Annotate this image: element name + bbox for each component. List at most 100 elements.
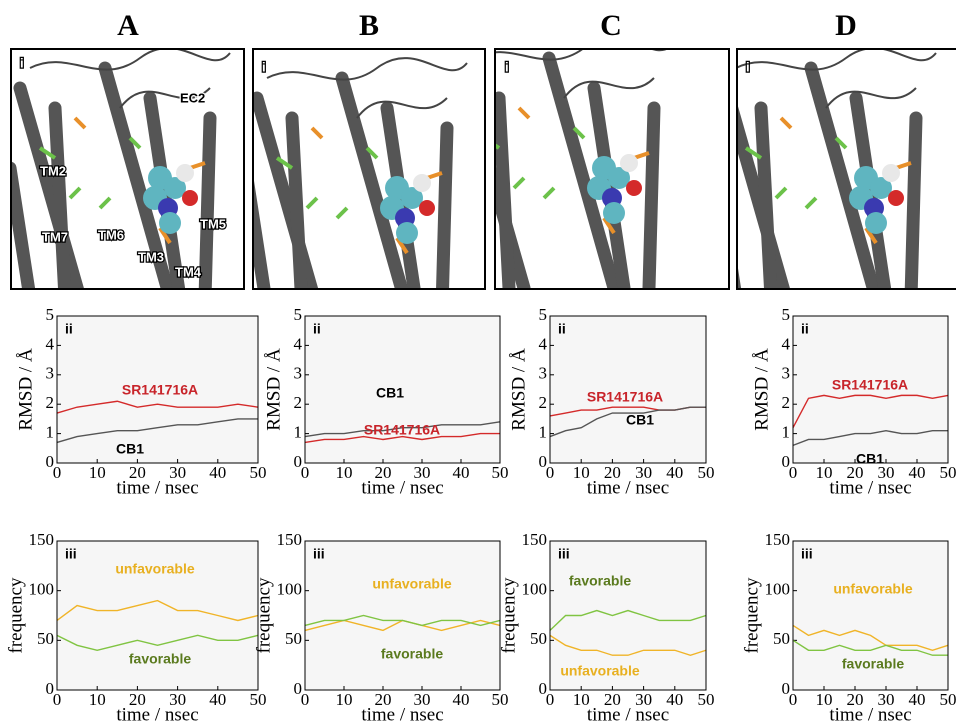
y-tick-label: 3 [539, 364, 548, 383]
series-label: CB1 [116, 441, 144, 457]
y-axis-label: RMSD / Å [508, 348, 529, 431]
series-label: SR141716A [587, 389, 663, 405]
series-line [56, 418, 258, 444]
panel-label: ii [313, 321, 321, 337]
y-tick-label: 2 [294, 393, 303, 412]
x-axis-label: time / nsec [829, 704, 911, 724]
plot-area [57, 541, 258, 690]
panel-label: ii [801, 321, 809, 337]
image-label: i [262, 59, 266, 74]
series-line [56, 599, 259, 622]
x-tick-label: 0 [301, 690, 310, 709]
x-tick-label: 10 [573, 690, 590, 709]
y-tick-label: 50 [773, 629, 790, 648]
series-line [304, 432, 500, 444]
x-tick-label: 50 [492, 690, 509, 709]
plot-area [57, 316, 258, 463]
plot-area [305, 541, 500, 690]
x-tick-label: 20 [129, 463, 146, 482]
x-tick-label: 0 [546, 690, 555, 709]
image-label: i [20, 55, 24, 70]
y-tick-label: 1 [46, 423, 55, 442]
annotation: TM6 [98, 227, 124, 242]
y-tick-label: 4 [782, 334, 791, 353]
plot-area [305, 316, 500, 463]
x-tick-label: 20 [129, 690, 146, 709]
y-axis-label: RMSD / Å [751, 348, 772, 431]
y-tick-label: 0 [539, 452, 548, 471]
x-tick-label: 40 [209, 690, 226, 709]
annotation: TM2 [40, 163, 66, 178]
x-tick-label: 30 [414, 463, 431, 482]
x-tick-label: 30 [878, 463, 895, 482]
x-tick-label: 50 [250, 463, 267, 482]
x-tick-label: 10 [336, 463, 353, 482]
series-label: favorable [129, 651, 191, 667]
x-tick-label: 20 [375, 690, 392, 709]
image-label: i [746, 59, 750, 74]
y-tick-label: 2 [782, 393, 791, 412]
y-tick-label: 3 [46, 364, 55, 383]
series-label: unfavorable [560, 663, 640, 679]
series-label: SR141716A [364, 422, 440, 438]
series-line [792, 429, 948, 447]
y-tick-label: 150 [277, 530, 303, 549]
x-axis-label: time / nsec [829, 477, 911, 498]
series-line [56, 634, 259, 651]
x-tick-label: 40 [909, 463, 926, 482]
x-tick-label: 40 [453, 690, 470, 709]
panel-label: iii [313, 546, 325, 562]
series-line [792, 624, 949, 652]
x-tick-label: 40 [666, 463, 683, 482]
x-tick-label: 10 [336, 690, 353, 709]
x-tick-label: 40 [666, 690, 683, 709]
y-tick-label: 150 [522, 530, 548, 549]
structure-image [494, 48, 730, 290]
plot-area [793, 541, 948, 690]
plot-frame [792, 315, 949, 464]
annotation: TM4 [175, 264, 202, 279]
y-tick-label: 5 [46, 305, 55, 324]
x-tick-label: 30 [635, 463, 652, 482]
series-label: unfavorable [833, 581, 913, 597]
x-tick-label: 50 [492, 463, 509, 482]
plot-frame [549, 315, 707, 464]
structure-image [252, 48, 486, 290]
x-tick-label: 0 [546, 463, 555, 482]
x-tick-label: 30 [414, 690, 431, 709]
structure-image [10, 48, 245, 290]
annotation: TM7 [42, 229, 68, 244]
y-tick-label: 0 [539, 679, 548, 698]
series-line [304, 614, 501, 627]
series-label: CB1 [376, 385, 404, 401]
y-tick-label: 100 [277, 580, 303, 599]
x-tick-label: 50 [698, 690, 715, 709]
x-tick-label: 20 [847, 690, 864, 709]
x-tick-label: 40 [909, 690, 926, 709]
plot-frame [56, 540, 259, 691]
plot-area [793, 316, 948, 463]
x-tick-label: 50 [698, 463, 715, 482]
panel-letter: C [600, 9, 622, 42]
y-tick-label: 2 [46, 393, 55, 412]
plot-frame [549, 540, 707, 691]
x-tick-label: 40 [453, 463, 470, 482]
x-axis-label: time / nsec [116, 477, 198, 498]
y-tick-label: 1 [294, 423, 303, 442]
x-tick-label: 0 [53, 463, 62, 482]
x-tick-label: 30 [878, 690, 895, 709]
x-tick-label: 0 [301, 463, 310, 482]
y-axis-label: RMSD / Å [263, 348, 284, 431]
y-tick-label: 0 [294, 452, 303, 471]
y-tick-label: 1 [782, 423, 791, 442]
y-tick-label: 4 [294, 334, 303, 353]
y-tick-label: 5 [294, 305, 303, 324]
series-line [56, 400, 259, 414]
x-tick-label: 10 [816, 463, 833, 482]
x-tick-label: 0 [53, 690, 62, 709]
x-tick-label: 20 [604, 463, 621, 482]
panel-label: iii [558, 546, 570, 562]
series-label: CB1 [626, 412, 654, 428]
panel-label: iii [801, 546, 813, 562]
annotation: TM5 [200, 216, 226, 231]
